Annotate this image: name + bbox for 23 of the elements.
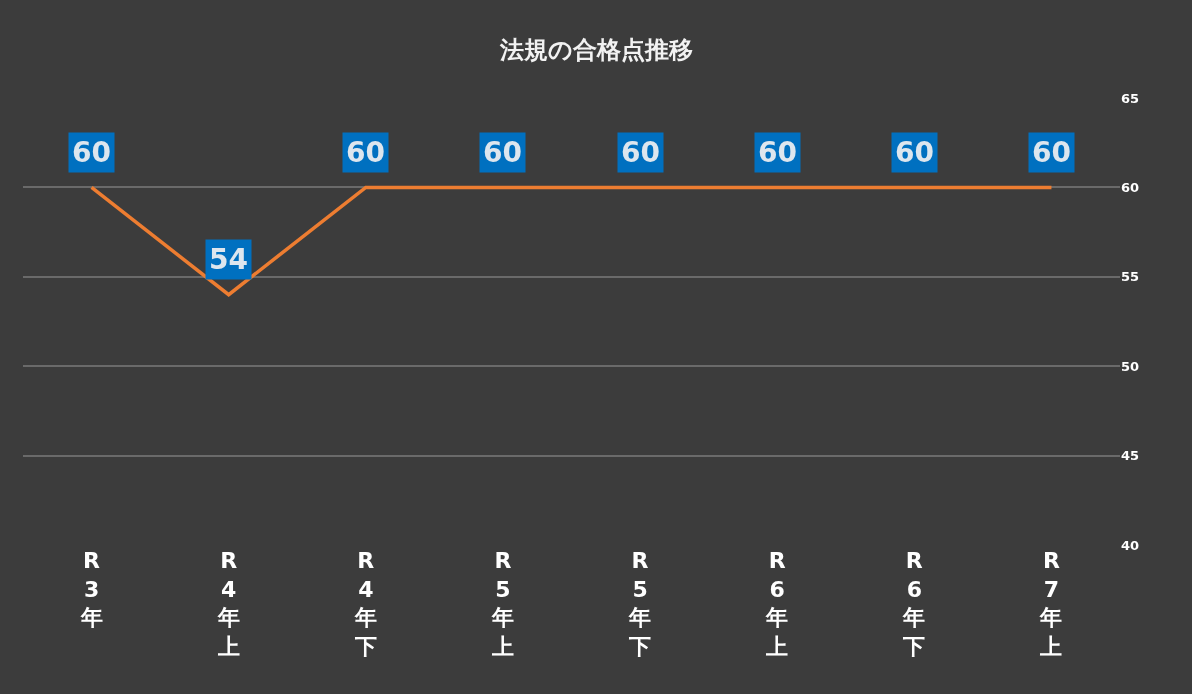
y-tick-label: 65	[1121, 90, 1140, 106]
y-tick-label: 45	[1121, 448, 1140, 464]
data-label: 60	[621, 136, 660, 169]
data-label: 60	[346, 136, 385, 169]
x-tick-label: R6年下	[902, 548, 926, 659]
y-tick-label: 40	[1121, 537, 1140, 553]
y-tick-label: 60	[1121, 179, 1140, 195]
data-label: 60	[483, 136, 522, 169]
x-tick-label: R4年上	[216, 548, 240, 659]
x-tick-label: R5年下	[628, 548, 652, 659]
data-label: 54	[209, 243, 248, 276]
x-tick-label: R6年上	[765, 548, 789, 659]
x-tick-label: R7年上	[1039, 548, 1063, 659]
x-tick-label: R4年下	[353, 548, 377, 659]
y-tick-label: 50	[1121, 358, 1140, 374]
x-tick-label: R5年上	[490, 548, 514, 659]
data-label: 60	[895, 136, 934, 169]
data-label: 60	[758, 136, 797, 169]
y-tick-label: 55	[1121, 269, 1140, 285]
data-label: 60	[1032, 136, 1071, 169]
data-label: 60	[72, 136, 111, 169]
chart-title: 法規の合格点推移	[498, 36, 693, 65]
x-tick-label: R3年	[79, 548, 103, 631]
